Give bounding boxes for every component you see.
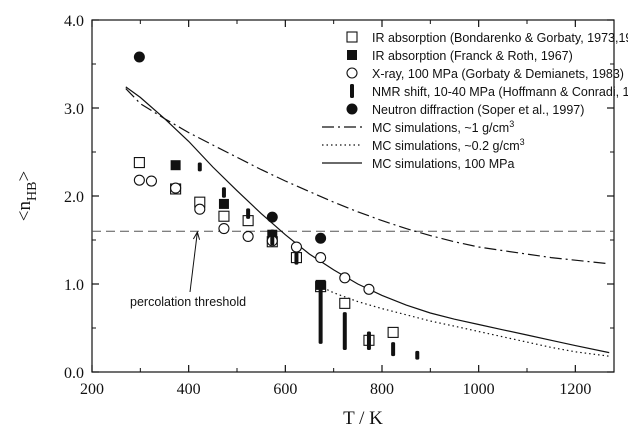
legend-item: IR absorption (Bondarenko & Gorbaty, 197… — [347, 31, 628, 45]
data-point — [134, 51, 145, 62]
legend-label: NMR shift, 10-40 MPa (Hoffmann & Conradi… — [372, 85, 628, 99]
legend-marker — [347, 68, 357, 78]
legend-label-text: IR absorption (Bondarenko & Gorbaty, 197… — [372, 31, 628, 45]
legend-item: NMR shift, 10-40 MPa (Hoffmann & Conradi… — [350, 84, 628, 99]
data-point — [171, 183, 181, 193]
nmr-range-bar — [343, 312, 347, 350]
legend-label: IR absorption (Bondarenko & Gorbaty, 197… — [372, 31, 628, 45]
y-axis-label-main: <n — [14, 200, 35, 221]
x-tick-label: 1000 — [463, 381, 495, 398]
x-axis-label: T / K — [343, 408, 383, 429]
y-tick-label: 1.0 — [64, 277, 84, 294]
nmr-range-bar — [367, 332, 371, 350]
x-tick-label: 600 — [273, 381, 297, 398]
x-tick-label: 1200 — [559, 381, 591, 398]
data-point — [171, 160, 181, 170]
data-point — [219, 211, 229, 221]
legend-label: Neutron diffraction (Soper et al., 1997) — [372, 103, 584, 117]
y-axis-label: <nHB> — [14, 171, 40, 221]
legend-label: MC simulations, ~1 g/cm3 — [372, 119, 514, 135]
data-point — [340, 298, 350, 308]
data-point — [364, 284, 374, 294]
annotations: percolation threshold — [130, 232, 246, 309]
data-point — [134, 158, 144, 168]
series-line — [126, 87, 609, 353]
legend-item: Neutron diffraction (Soper et al., 1997) — [347, 103, 585, 117]
legend-marker — [347, 50, 357, 60]
legend-item: MC simulations, ~0.2 g/cm3 — [322, 137, 525, 153]
data-point — [219, 224, 229, 234]
nmr-range-bar — [391, 342, 395, 356]
data-point — [146, 176, 156, 186]
x-tick-label: 800 — [370, 381, 394, 398]
x-tick-label: 200 — [80, 381, 104, 398]
y-tick-label: 4.0 — [64, 13, 84, 30]
nmr-range-bar — [198, 163, 202, 172]
legend: IR absorption (Bondarenko & Gorbaty, 197… — [322, 31, 628, 171]
data-point — [340, 273, 350, 283]
annotation-label: percolation threshold — [130, 295, 246, 309]
data-point — [195, 204, 205, 214]
data-point — [243, 231, 253, 241]
data-point — [291, 242, 301, 252]
nmr-range-bar — [415, 351, 419, 360]
legend-label-text: Neutron diffraction (Soper et al., 1997) — [372, 103, 584, 117]
legend-marker — [350, 84, 354, 98]
y-tick-label: 2.0 — [64, 189, 84, 206]
annotation-arrow — [190, 232, 197, 292]
legend-marker — [347, 32, 357, 42]
legend-label-superscript: 3 — [520, 137, 525, 147]
legend-label: IR absorption (Franck & Roth, 1967) — [372, 49, 573, 63]
nmr-range-bar — [246, 208, 250, 219]
data-point — [267, 212, 278, 223]
legend-item: IR absorption (Franck & Roth, 1967) — [347, 49, 573, 63]
legend-label: X-ray, 100 MPa (Gorbaty & Demianets, 198… — [372, 67, 624, 81]
y-axis-label-sub: HB — [25, 182, 40, 201]
nmr-range-bar — [270, 229, 274, 245]
y-tick-label: 3.0 — [64, 101, 84, 118]
legend-label-text: X-ray, 100 MPa (Gorbaty & Demianets, 198… — [372, 67, 624, 81]
legend-label-text: MC simulations, ~0.2 g/cm — [372, 139, 520, 153]
nmr-range-bar — [222, 187, 226, 198]
data-point — [316, 253, 326, 263]
legend-label-text: NMR shift, 10-40 MPa (Hoffmann & Conradi… — [372, 85, 628, 99]
legend-item: MC simulations, 100 MPa — [322, 157, 514, 171]
legend-marker — [347, 104, 358, 115]
legend-label: MC simulations, 100 MPa — [372, 157, 514, 171]
nmr-range-bar — [319, 284, 323, 344]
legend-label-text: IR absorption (Franck & Roth, 1967) — [372, 49, 573, 63]
y-axis-label-end: > — [14, 171, 35, 182]
data-point — [134, 175, 144, 185]
legend-label-text: MC simulations, 100 MPa — [372, 157, 514, 171]
data-point — [388, 327, 398, 337]
legend-item: X-ray, 100 MPa (Gorbaty & Demianets, 198… — [347, 67, 624, 81]
legend-item: MC simulations, ~1 g/cm3 — [322, 119, 514, 135]
nmr-range-bar — [294, 252, 298, 264]
y-tick-label: 0.0 — [64, 365, 84, 382]
x-tick-label: 400 — [177, 381, 201, 398]
data-point — [219, 199, 229, 209]
data-point — [315, 233, 326, 244]
legend-label: MC simulations, ~0.2 g/cm3 — [372, 137, 525, 153]
series-lines — [126, 87, 609, 356]
legend-label-superscript: 3 — [509, 119, 514, 129]
legend-label-text: MC simulations, ~1 g/cm — [372, 121, 509, 135]
